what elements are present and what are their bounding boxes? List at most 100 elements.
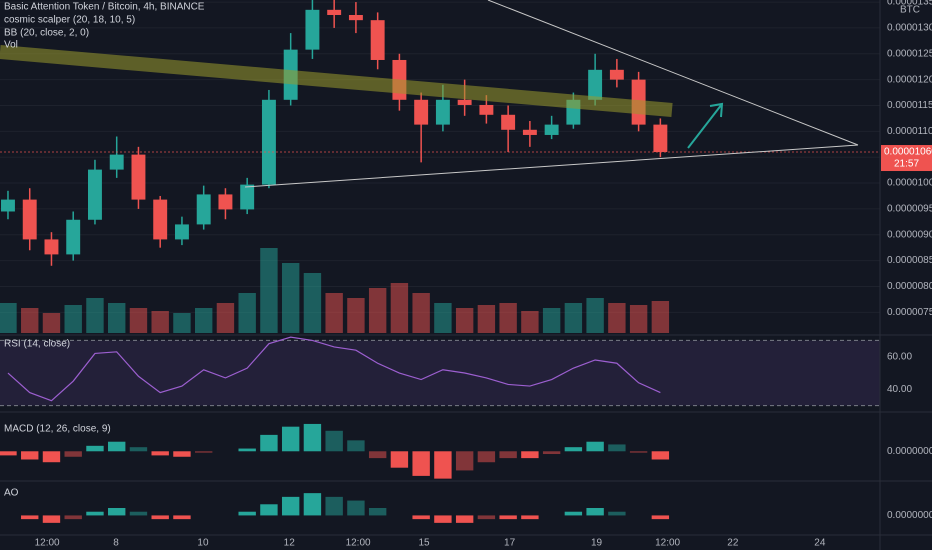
histogram-bar	[173, 451, 191, 457]
histogram-bar	[521, 515, 539, 520]
histogram-bar	[368, 451, 387, 459]
histogram-bar	[108, 508, 126, 516]
x-tick-label: 22	[727, 538, 739, 549]
histogram-bar	[608, 511, 626, 516]
x-tick-label: 24	[814, 538, 826, 549]
volume-bar	[434, 303, 452, 333]
histogram-bar	[21, 515, 39, 520]
histogram-bar	[0, 451, 17, 456]
candle-body	[327, 9, 342, 15]
candle-body	[544, 124, 559, 135]
candle-body	[305, 9, 320, 50]
histogram-bar	[42, 515, 61, 523]
histogram-bar	[586, 508, 604, 516]
volume-bar	[629, 305, 648, 333]
volume-bar	[368, 288, 387, 333]
histogram-bar	[564, 511, 583, 516]
volume-bar	[521, 311, 539, 333]
currency-label: BTC	[900, 5, 920, 16]
histogram-bar	[194, 451, 213, 453]
histogram-bar	[108, 441, 126, 452]
candle-body	[522, 129, 537, 135]
histogram-bar	[455, 515, 474, 523]
x-tick-label: 12	[284, 538, 296, 549]
pane-title: AO	[4, 488, 19, 499]
candle-body	[261, 99, 276, 185]
candle-body	[218, 194, 233, 210]
volume-bar	[608, 303, 626, 333]
histogram-bar	[151, 451, 169, 456]
histogram-bar	[281, 496, 300, 516]
histogram-bar	[608, 444, 626, 452]
candle-body	[348, 14, 363, 21]
volume-bar	[651, 301, 670, 333]
pane-title: MACD (12, 26, close, 9)	[4, 424, 111, 435]
candle-body	[240, 184, 255, 210]
arrow	[687, 102, 724, 149]
volume-bar	[216, 303, 235, 333]
histogram-bar	[434, 515, 452, 523]
candle-body	[109, 154, 124, 170]
volume-bar	[542, 308, 561, 333]
histogram-bar	[129, 447, 148, 452]
candle-body	[44, 239, 59, 255]
triangle-upper	[487, 0, 859, 146]
histogram-bar	[412, 451, 430, 476]
last-price-label: 0.00001060	[884, 147, 932, 158]
histogram-bar	[64, 451, 82, 457]
candle-body	[609, 69, 624, 80]
indicator-label: Vol	[4, 40, 18, 51]
candle-body	[22, 199, 37, 240]
y-tick-label: 40.00	[887, 384, 912, 395]
x-tick-label: 19	[591, 538, 603, 549]
plot-layer	[0, 0, 880, 523]
histogram-bar	[347, 500, 365, 516]
histogram-bar	[86, 445, 104, 452]
volume-bar	[564, 303, 583, 333]
volume-bar	[586, 298, 604, 333]
candle-body	[414, 99, 429, 125]
histogram-bar	[129, 511, 148, 516]
x-tick-label: 15	[418, 538, 430, 549]
countdown-label: 21:57	[894, 159, 919, 170]
x-tick-label: 12:00	[35, 538, 60, 549]
candle-body	[479, 104, 494, 115]
volume-bar	[455, 308, 474, 333]
trend-band	[0, 45, 673, 117]
histogram-bar	[347, 440, 365, 452]
histogram-bar	[260, 504, 278, 516]
volume-bar	[412, 293, 430, 333]
histogram-bar	[21, 451, 39, 460]
histogram-bar	[64, 515, 82, 520]
volume-bar	[281, 263, 300, 333]
volume-bar	[42, 313, 61, 333]
histogram-bar	[651, 515, 670, 520]
histogram-bar	[42, 451, 61, 463]
histogram-bar	[412, 515, 430, 520]
candle-body	[88, 169, 102, 220]
triangle-lower	[244, 144, 859, 188]
histogram-bar	[325, 430, 343, 452]
candle-body	[174, 224, 189, 240]
volume-bar	[129, 308, 148, 333]
volume-bar	[151, 311, 169, 333]
histogram-bar	[586, 441, 604, 452]
candle-body	[588, 69, 603, 100]
histogram-bar	[499, 515, 517, 520]
histogram-bar	[281, 426, 300, 452]
x-tick-label: 8	[113, 538, 119, 549]
histogram-bar	[238, 448, 256, 452]
histogram-bar	[651, 451, 670, 460]
histogram-bar	[303, 493, 322, 516]
